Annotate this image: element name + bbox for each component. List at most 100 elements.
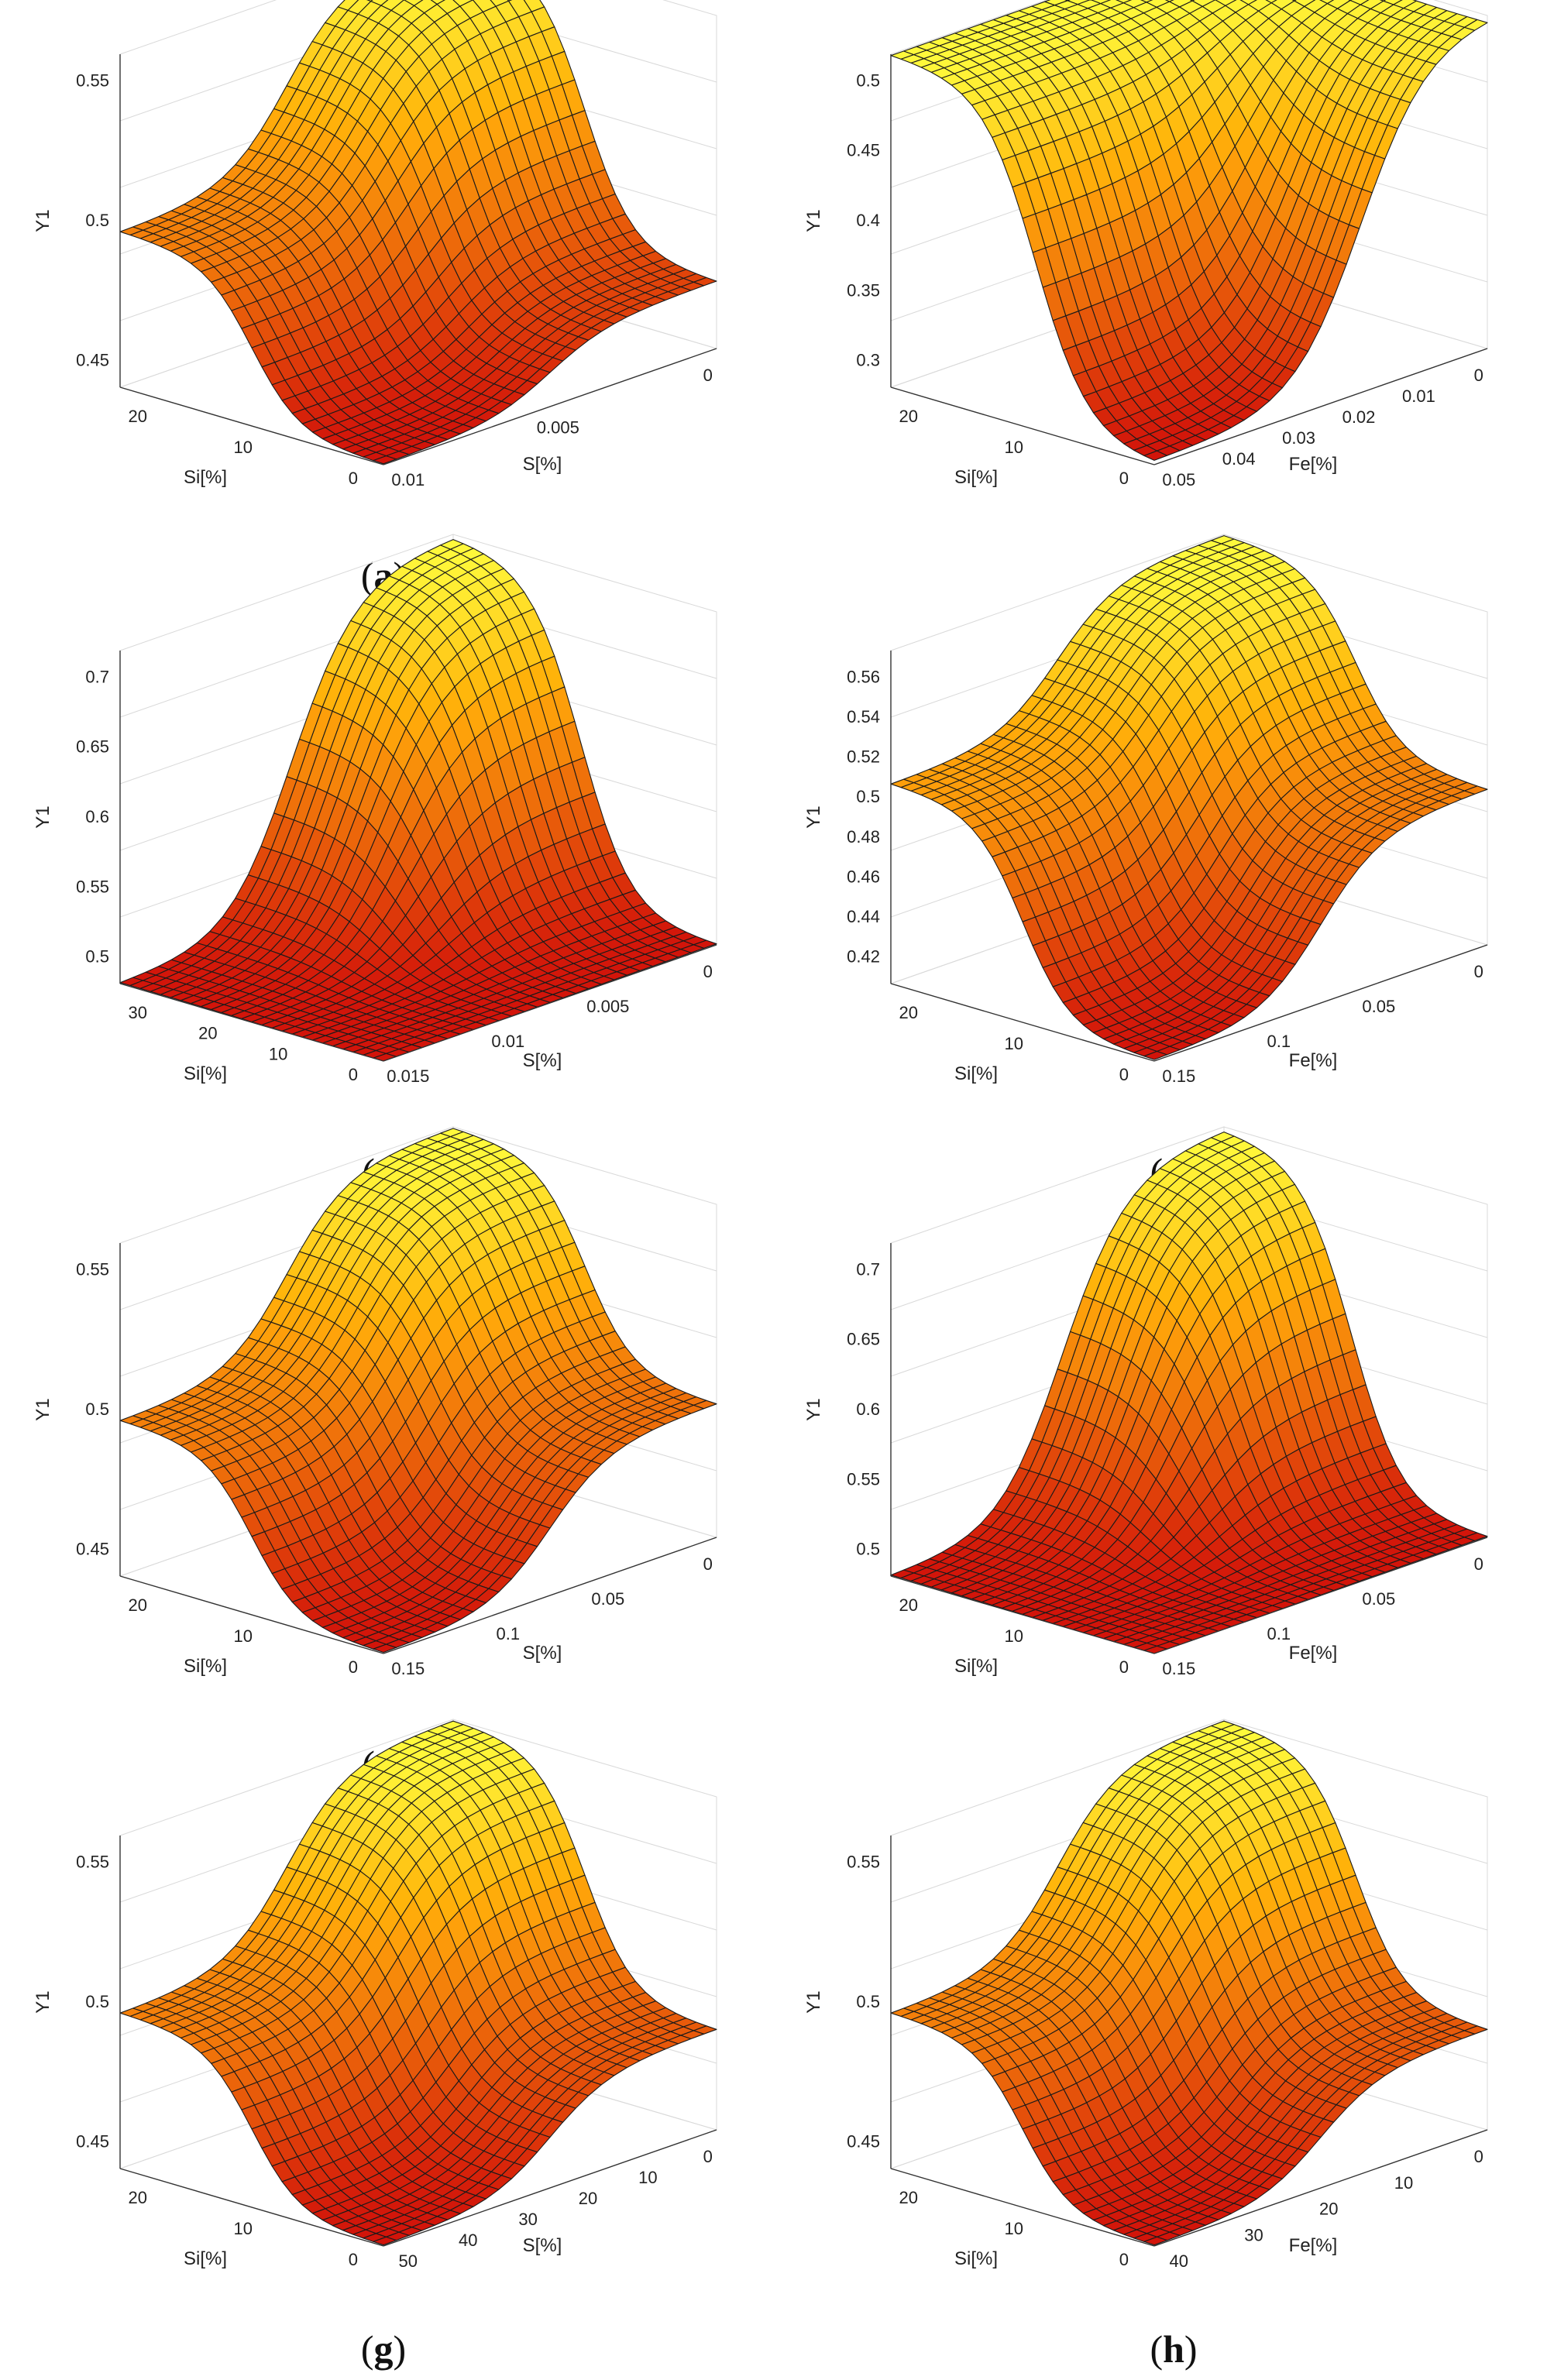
x-tick-label: 0: [1474, 962, 1483, 981]
z-axis-label: Y1: [803, 805, 824, 828]
y-tick-label: 20: [129, 1595, 147, 1615]
surface-patch: [373, 455, 397, 465]
z-tick-label: 0.65: [847, 1330, 880, 1349]
y-axis-label: Si[%]: [954, 467, 998, 488]
z-tick-label: 0.55: [76, 1852, 109, 1871]
z-tick-label: 0.55: [76, 1259, 109, 1279]
x-axis-label: Fe[%]: [1289, 454, 1338, 475]
surface-patch: [1143, 450, 1168, 461]
x-tick-label: 10: [638, 2168, 657, 2187]
z-tick-label: 0.5: [856, 1540, 880, 1559]
y-tick-label: 10: [234, 438, 253, 457]
panel-caption: (g): [361, 2327, 406, 2371]
y-axis-label: Si[%]: [954, 1063, 998, 1084]
z-tick-label: 0.45: [76, 2132, 109, 2152]
z-axis-label: Y1: [33, 1398, 53, 1420]
y-axis-line: [119, 983, 384, 1062]
x-tick-label: 0.05: [1362, 997, 1395, 1016]
y-tick-label: 20: [129, 2188, 147, 2207]
x-tick-label: 0.01: [491, 1032, 524, 1051]
x-tick-label: 0.15: [391, 1659, 425, 1678]
z-tick-label: 0.55: [76, 877, 109, 896]
z-axis-label: Y1: [33, 1990, 53, 2013]
z-tick-label: 0.5: [856, 787, 880, 806]
y-tick-label: 0: [1119, 1657, 1129, 1677]
y-axis-line: [119, 386, 384, 465]
x-tick-label: 0: [1474, 366, 1483, 385]
z-axis-label: Y1: [803, 1398, 824, 1420]
y-tick-label: 10: [1005, 1626, 1023, 1646]
z-tick-label: 0.5: [85, 1399, 109, 1419]
x-tick-label: 0.005: [586, 997, 629, 1016]
z-tick-label: 0.48: [847, 827, 880, 847]
surface: [119, 1128, 717, 1654]
z-tick-label: 0.46: [847, 867, 880, 886]
surface: [119, 1720, 717, 2246]
x-tick-label: 0: [703, 366, 713, 385]
z-tick-label: 0.5: [85, 1992, 109, 2011]
caption-open-paren: (: [361, 554, 374, 597]
x-axis-line: [383, 1537, 717, 1654]
x-tick-label: 0.1: [1267, 1032, 1291, 1051]
surface: [890, 0, 1488, 461]
z-tick-label: 0.45: [76, 351, 109, 370]
x-tick-label: 0.1: [1267, 1624, 1291, 1643]
surface-patch: [1140, 0, 1153, 3]
y-axis-line: [890, 983, 1155, 1062]
y-tick-label: 20: [129, 407, 147, 426]
z-tick-label: 0.45: [847, 141, 880, 160]
x-tick-label: 0.04: [1222, 449, 1256, 469]
x-tick-label: 0.1: [497, 1624, 521, 1643]
z-tick-label: 0.5: [85, 211, 109, 230]
y-axis-label: Si[%]: [184, 1063, 227, 1084]
z-tick-label: 0.55: [76, 70, 109, 90]
surface: [119, 539, 717, 1062]
x-axis-label: S[%]: [523, 454, 562, 475]
z-tick-label: 0.4: [856, 211, 880, 230]
y-tick-label: 20: [899, 407, 918, 426]
y-tick-label: 10: [234, 1626, 253, 1646]
z-axis-label: Y1: [33, 209, 53, 232]
panel-b: 0.50.450.40.350.30.050.040.030.020.01020…: [803, 0, 1489, 489]
surface: [119, 0, 717, 465]
z-tick-label: 0.7: [856, 1259, 880, 1279]
x-tick-label: 0: [703, 962, 713, 981]
y-axis-label: Si[%]: [954, 1656, 998, 1677]
x-tick-label: 0.01: [391, 470, 425, 489]
x-tick-label: 0.05: [1362, 1589, 1395, 1609]
z-tick-label: 0.55: [847, 1469, 880, 1489]
y-tick-label: 10: [269, 1044, 287, 1063]
z-tick-label: 0.56: [847, 667, 880, 686]
x-tick-label: 0: [703, 1554, 713, 1574]
x-tick-label: 40: [459, 2231, 477, 2250]
caption-close-paren: ): [394, 2327, 407, 2371]
z-tick-label: 0.52: [847, 747, 880, 767]
x-tick-label: 20: [579, 2189, 597, 2208]
x-axis-line: [1153, 944, 1488, 1062]
caption-letter: g: [374, 2327, 394, 2371]
x-axis-label: S[%]: [523, 1643, 562, 1664]
x-axis-label: S[%]: [523, 2235, 562, 2256]
surface-patch: [373, 1643, 397, 1654]
z-tick-label: 0.54: [847, 707, 880, 726]
z-tick-label: 0.5: [856, 70, 880, 90]
panel-c: 0.70.650.60.550.50.0150.010.00503020100Y…: [33, 534, 718, 1086]
x-tick-label: 50: [399, 2251, 418, 2271]
surface-patch: [430, 0, 446, 5]
x-tick-label: 0.01: [1402, 386, 1435, 406]
x-axis-label: Fe[%]: [1289, 1643, 1338, 1664]
x-tick-label: 0.005: [537, 418, 579, 438]
z-tick-label: 0.45: [76, 1540, 109, 1559]
x-tick-label: 0.03: [1282, 428, 1315, 448]
y-tick-label: 0: [1119, 1065, 1129, 1084]
x-tick-label: 0: [1474, 1554, 1483, 1574]
y-tick-label: 20: [899, 1595, 918, 1615]
z-tick-label: 0.35: [847, 280, 880, 300]
y-tick-label: 10: [234, 2219, 253, 2238]
x-tick-label: 0.02: [1342, 407, 1376, 427]
